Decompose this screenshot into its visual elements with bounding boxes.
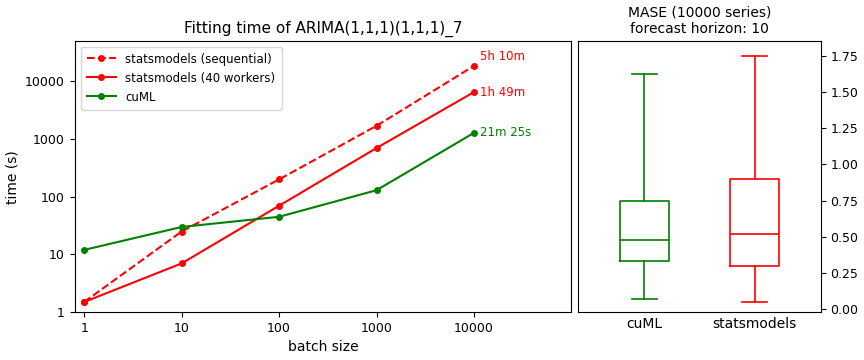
statsmodels (sequential) bbox=[176, 229, 187, 234]
Text: 21m 25s: 21m 25s bbox=[480, 126, 531, 139]
statsmodels (40 workers) bbox=[79, 300, 89, 304]
statsmodels (40 workers) bbox=[469, 90, 480, 94]
statsmodels (sequential) bbox=[372, 123, 382, 128]
Text: 1h 49m: 1h 49m bbox=[480, 86, 525, 99]
Title: Fitting time of ARIMA(1,1,1)(1,1,1)_7: Fitting time of ARIMA(1,1,1)(1,1,1)_7 bbox=[184, 21, 462, 37]
X-axis label: batch size: batch size bbox=[288, 341, 359, 355]
Line: cuML: cuML bbox=[81, 130, 477, 253]
statsmodels (40 workers) bbox=[372, 146, 382, 150]
cuML bbox=[469, 131, 480, 135]
Line: statsmodels (sequential): statsmodels (sequential) bbox=[81, 63, 477, 305]
statsmodels (40 workers) bbox=[176, 261, 187, 266]
Legend: statsmodels (sequential), statsmodels (40 workers), cuML: statsmodels (sequential), statsmodels (4… bbox=[80, 47, 282, 109]
statsmodels (40 workers) bbox=[274, 203, 284, 208]
Title: MASE (10000 series)
forecast horizon: 10: MASE (10000 series) forecast horizon: 10 bbox=[628, 5, 772, 36]
Text: 5h 10m: 5h 10m bbox=[480, 50, 525, 63]
cuML bbox=[79, 248, 89, 252]
Line: statsmodels (40 workers): statsmodels (40 workers) bbox=[81, 89, 477, 305]
statsmodels (sequential) bbox=[79, 300, 89, 304]
statsmodels (sequential) bbox=[469, 64, 480, 68]
cuML bbox=[176, 225, 187, 229]
cuML bbox=[372, 188, 382, 192]
cuML bbox=[274, 215, 284, 219]
Y-axis label: time (s): time (s) bbox=[5, 150, 20, 203]
statsmodels (sequential) bbox=[274, 177, 284, 181]
